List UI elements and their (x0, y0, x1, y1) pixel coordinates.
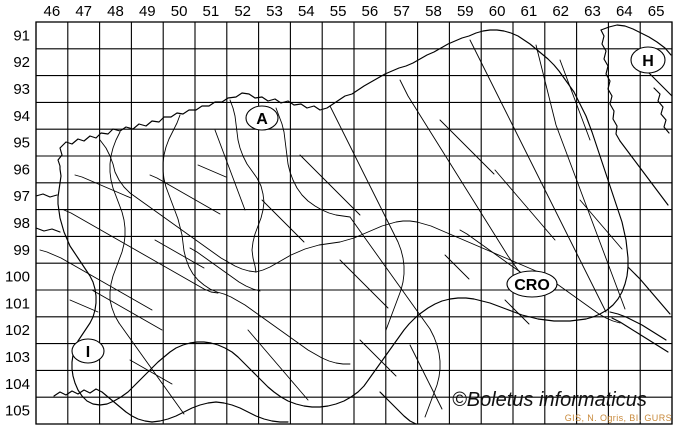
row-label: 94 (13, 108, 30, 125)
attribution-text: GIS, N. Ogris, BI, GURS (565, 413, 672, 423)
map-frame (35, 21, 673, 425)
column-label: 58 (425, 3, 442, 20)
column-label: 57 (393, 3, 410, 20)
row-label: 99 (13, 242, 30, 259)
row-label: 105 (5, 403, 30, 420)
river-network (39, 39, 626, 418)
column-label: 59 (457, 3, 474, 20)
column-axis-labels: 46 47 48 49 50 51 52 53 54 55 56 57 58 59 60 61 62 63 64 65 (44, 3, 665, 20)
country-marker-label: I (86, 344, 90, 361)
row-label: 98 (13, 215, 30, 232)
country-marker-i: I (71, 338, 105, 364)
row-label: 97 (13, 188, 30, 205)
country-marker-h: H (630, 46, 666, 74)
column-label: 60 (489, 3, 506, 20)
row-label: 95 (13, 135, 30, 152)
country-marker-label: A (256, 111, 268, 128)
column-label: 63 (584, 3, 601, 20)
column-label: 48 (107, 3, 124, 20)
row-label: 93 (13, 81, 30, 98)
column-label: 47 (75, 3, 92, 20)
column-label: 55 (330, 3, 347, 20)
column-label: 51 (203, 3, 220, 20)
row-label: 100 (5, 269, 30, 286)
row-label: 103 (5, 349, 30, 366)
country-marker-cro: CRO (506, 270, 558, 298)
row-axis-labels: 91 92 93 94 95 96 97 98 99 100 101 102 103 104 105 (5, 27, 30, 419)
country-marker-ellipse (506, 270, 558, 298)
column-label: 46 (44, 3, 61, 20)
column-label: 64 (616, 3, 633, 20)
column-label: 56 (362, 3, 379, 20)
country-marker-ellipse (630, 46, 666, 74)
country-marker-label: CRO (514, 277, 550, 294)
row-label: 96 (13, 161, 30, 178)
grid-lines (35, 21, 673, 425)
column-label: 62 (552, 3, 569, 20)
neighbour-borders (35, 24, 673, 425)
row-label: 91 (13, 27, 30, 44)
row-label: 101 (5, 295, 30, 312)
row-label: 92 (13, 54, 30, 71)
column-label: 53 (266, 3, 283, 20)
column-label: 49 (139, 3, 156, 20)
row-label: 102 (5, 322, 30, 339)
country-marker-a: A (245, 105, 279, 131)
column-label: 61 (521, 3, 538, 20)
column-label: 50 (171, 3, 188, 20)
column-label: 54 (298, 3, 315, 20)
country-marker-label: H (642, 53, 654, 70)
column-label: 65 (648, 3, 665, 20)
country-marker-ellipse (71, 338, 105, 364)
row-label: 104 (5, 376, 30, 393)
country-marker-ellipse (245, 105, 279, 131)
country-markers: A H CRO I (71, 46, 666, 364)
country-border-slovenia (57, 29, 629, 408)
copyright-text: ©Boletus informaticus (452, 389, 647, 411)
column-label: 52 (234, 3, 251, 20)
